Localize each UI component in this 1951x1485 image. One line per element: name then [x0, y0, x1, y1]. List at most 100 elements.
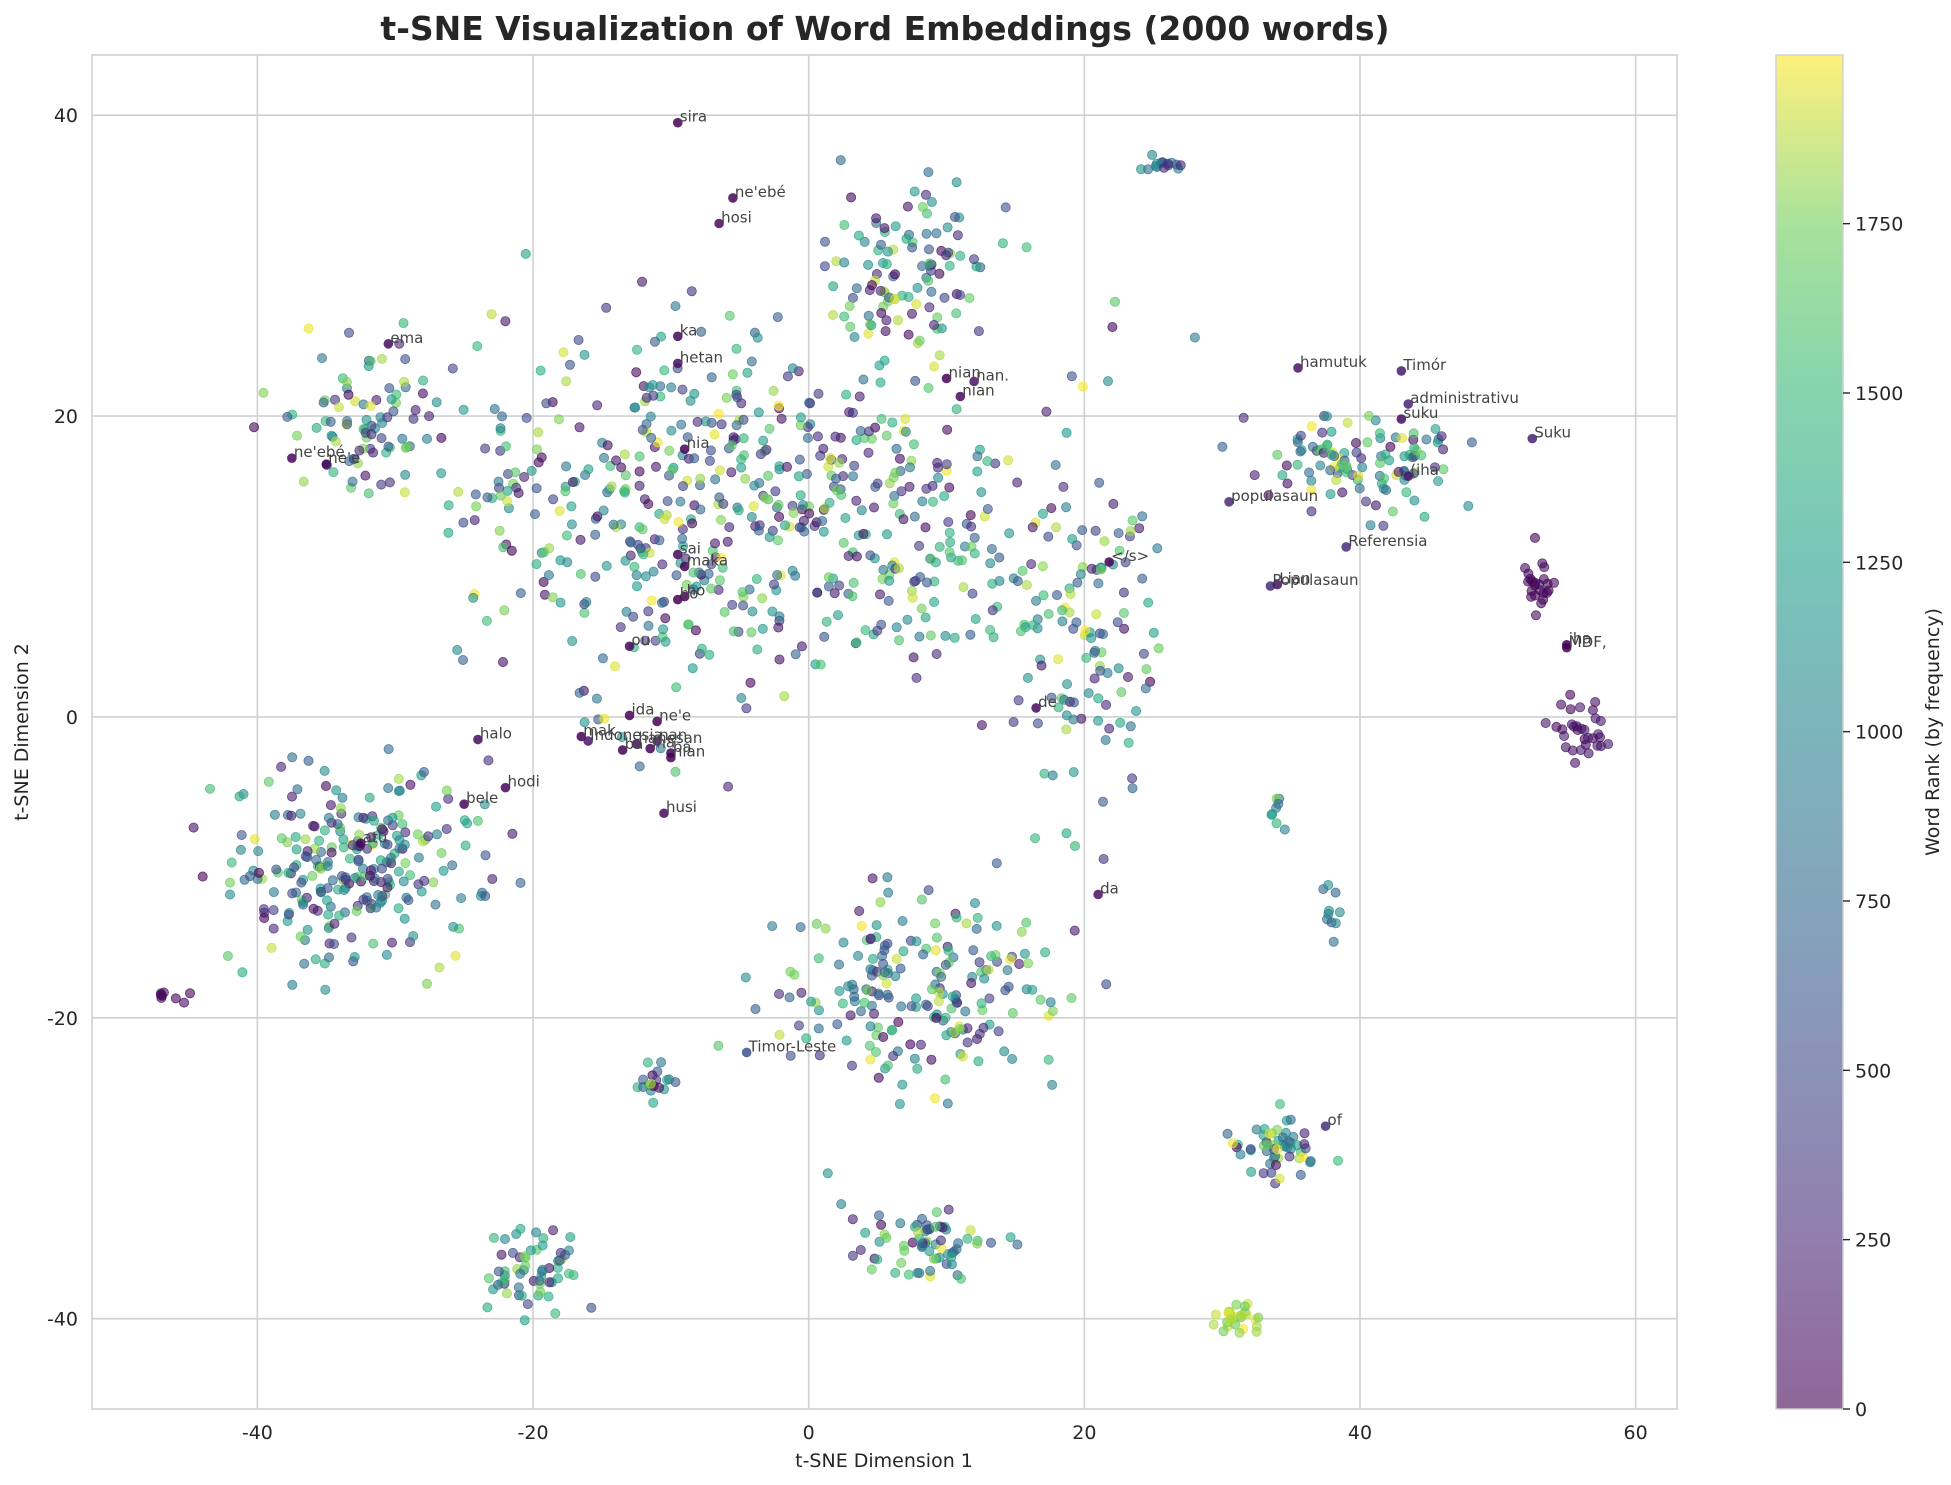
- scatter-point: [1321, 440, 1332, 451]
- scatter-point: [854, 906, 865, 917]
- scatter-point: [565, 359, 576, 370]
- scatter-point: [1375, 457, 1386, 468]
- scatter-point: [728, 626, 739, 637]
- scatter-point: [1077, 525, 1088, 536]
- scatter-point: [1295, 446, 1306, 457]
- word-label: hetan: [680, 348, 723, 366]
- scatter-point: [952, 230, 963, 241]
- scatter-point: [399, 487, 410, 498]
- scatter-point: [689, 453, 700, 464]
- scatter-point: [543, 570, 554, 581]
- scatter-point: [492, 1279, 503, 1290]
- scatter-point: [716, 419, 727, 430]
- word-label: sira: [680, 108, 707, 126]
- labeled-point: [1093, 889, 1103, 900]
- scatter-point: [851, 435, 862, 446]
- scatter-point: [764, 532, 775, 543]
- scatter-point: [933, 472, 944, 483]
- scatter-point: [1330, 887, 1341, 898]
- scatter-point: [286, 791, 297, 802]
- scatter-point: [1023, 958, 1034, 969]
- scatter-point: [1323, 880, 1334, 891]
- scatter-point: [331, 785, 342, 796]
- scatter-point: [1231, 1299, 1242, 1310]
- scatter-point: [375, 855, 386, 866]
- scatter-point: [419, 875, 430, 886]
- scatter-point: [943, 1204, 954, 1215]
- scatter-point: [403, 895, 414, 906]
- scatter-point: [790, 649, 801, 660]
- scatter-point: [768, 385, 779, 396]
- scatter-point: [513, 1282, 524, 1293]
- labeled-point: [1396, 414, 1407, 424]
- scatter-point: [436, 848, 447, 859]
- grid-lines: [92, 55, 1677, 1409]
- scatter-point: [972, 912, 983, 923]
- scatter-point: [1047, 770, 1058, 781]
- scatter-point: [1378, 520, 1389, 531]
- scatter-point: [1002, 965, 1013, 976]
- scatter-point: [258, 387, 269, 398]
- scatter-point: [567, 636, 578, 647]
- scatter-point: [431, 397, 442, 408]
- scatter-point: [434, 962, 445, 973]
- scatter-point: [667, 464, 678, 475]
- scatter-point: [323, 909, 334, 920]
- scatter-point: [1152, 543, 1163, 554]
- scatter-point: [890, 269, 901, 280]
- scatter-point: [299, 958, 310, 969]
- scatter-point: [1100, 735, 1111, 746]
- scatter-point: [323, 952, 334, 963]
- scatter-point: [806, 996, 817, 1007]
- scatter-point: [539, 547, 550, 558]
- scatter-point: [969, 254, 980, 265]
- scatter-point: [984, 993, 995, 1004]
- scatter-point: [1118, 587, 1129, 598]
- scatter-point: [907, 308, 918, 319]
- scatter-point: [925, 1265, 936, 1276]
- labeled-point: [355, 838, 366, 849]
- scatter-point: [1081, 652, 1092, 663]
- scatter-point: [510, 467, 521, 478]
- scatter-point: [547, 592, 558, 603]
- scatter-point: [855, 1245, 866, 1256]
- scatter-point: [745, 677, 756, 688]
- scatter-point: [276, 761, 287, 772]
- scatter-point: [204, 783, 215, 794]
- scatter-point: [1306, 506, 1317, 517]
- scatter-point: [832, 1019, 843, 1030]
- scatter-point: [382, 839, 393, 850]
- scatter-point: [1021, 242, 1032, 253]
- scatter-point: [1285, 1114, 1296, 1125]
- scatter-point: [939, 292, 950, 303]
- scatter-point: [1234, 1327, 1245, 1338]
- scatter-point: [670, 301, 681, 312]
- scatter-point: [1127, 773, 1138, 784]
- scatter-point: [448, 921, 459, 932]
- labeled-point: [1561, 642, 1572, 653]
- scatter-point: [1175, 160, 1186, 171]
- scatter-point: [456, 893, 467, 904]
- scatter-point: [1284, 1151, 1295, 1162]
- scatter-point: [534, 1275, 545, 1286]
- scatter-point: [748, 501, 759, 512]
- scatter-point: [802, 432, 813, 443]
- scatter-point: [774, 654, 785, 665]
- scatter-point: [915, 1039, 926, 1050]
- y-axis-label: t-SNE Dimension 2: [11, 643, 33, 821]
- scatter-point: [1530, 532, 1541, 543]
- labeled-point: [969, 376, 979, 387]
- scatter-point: [620, 470, 631, 481]
- scatter-point: [671, 682, 682, 693]
- scatter-point: [602, 440, 613, 451]
- scatter-point: [638, 1074, 649, 1085]
- scatter-point: [1005, 954, 1016, 965]
- scatter-point: [774, 989, 785, 1000]
- word-label: hamutuk: [1300, 353, 1367, 371]
- scatter-point: [1436, 431, 1447, 442]
- scatter-point: [660, 613, 671, 624]
- word-label: (iha: [1410, 461, 1439, 479]
- scatter-point: [531, 559, 542, 570]
- word-label: bele: [466, 789, 498, 807]
